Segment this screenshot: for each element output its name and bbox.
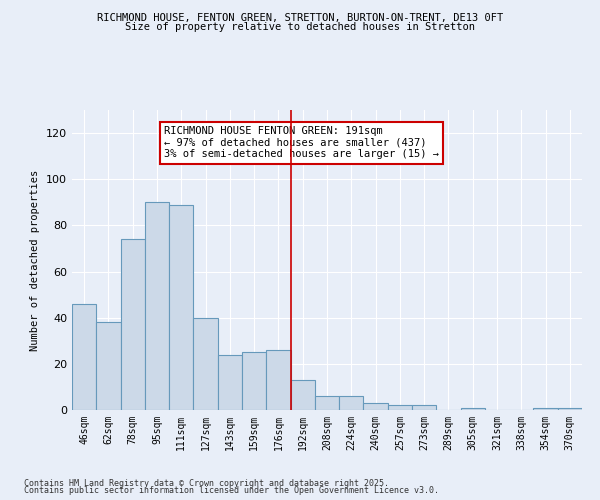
Bar bbox=[290, 380, 315, 410]
Text: RICHMOND HOUSE, FENTON GREEN, STRETTON, BURTON-ON-TRENT, DE13 0FT: RICHMOND HOUSE, FENTON GREEN, STRETTON, … bbox=[97, 12, 503, 22]
Bar bbox=[72, 304, 96, 410]
Y-axis label: Number of detached properties: Number of detached properties bbox=[31, 170, 40, 350]
Text: Size of property relative to detached houses in Stretton: Size of property relative to detached ho… bbox=[125, 22, 475, 32]
Bar bbox=[145, 202, 169, 410]
Bar bbox=[96, 322, 121, 410]
Bar bbox=[461, 408, 485, 410]
Bar bbox=[364, 403, 388, 410]
Bar bbox=[533, 408, 558, 410]
Text: Contains HM Land Registry data © Crown copyright and database right 2025.: Contains HM Land Registry data © Crown c… bbox=[24, 478, 389, 488]
Text: Contains public sector information licensed under the Open Government Licence v3: Contains public sector information licen… bbox=[24, 486, 439, 495]
Bar bbox=[315, 396, 339, 410]
Bar bbox=[169, 204, 193, 410]
Bar bbox=[121, 239, 145, 410]
Bar bbox=[193, 318, 218, 410]
Bar bbox=[242, 352, 266, 410]
Bar bbox=[266, 350, 290, 410]
Bar bbox=[388, 406, 412, 410]
Bar bbox=[218, 354, 242, 410]
Bar bbox=[558, 408, 582, 410]
Bar bbox=[339, 396, 364, 410]
Bar bbox=[412, 406, 436, 410]
Text: RICHMOND HOUSE FENTON GREEN: 191sqm
← 97% of detached houses are smaller (437)
3: RICHMOND HOUSE FENTON GREEN: 191sqm ← 97… bbox=[164, 126, 439, 160]
